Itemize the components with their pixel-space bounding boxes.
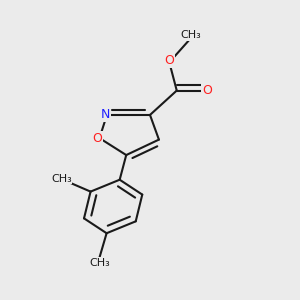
Text: CH₃: CH₃: [181, 30, 201, 40]
Text: O: O: [202, 84, 212, 97]
Text: CH₃: CH₃: [51, 174, 72, 184]
Text: O: O: [92, 132, 102, 145]
Text: CH₃: CH₃: [89, 258, 110, 268]
Text: O: O: [164, 54, 174, 67]
Text: N: N: [101, 108, 110, 122]
